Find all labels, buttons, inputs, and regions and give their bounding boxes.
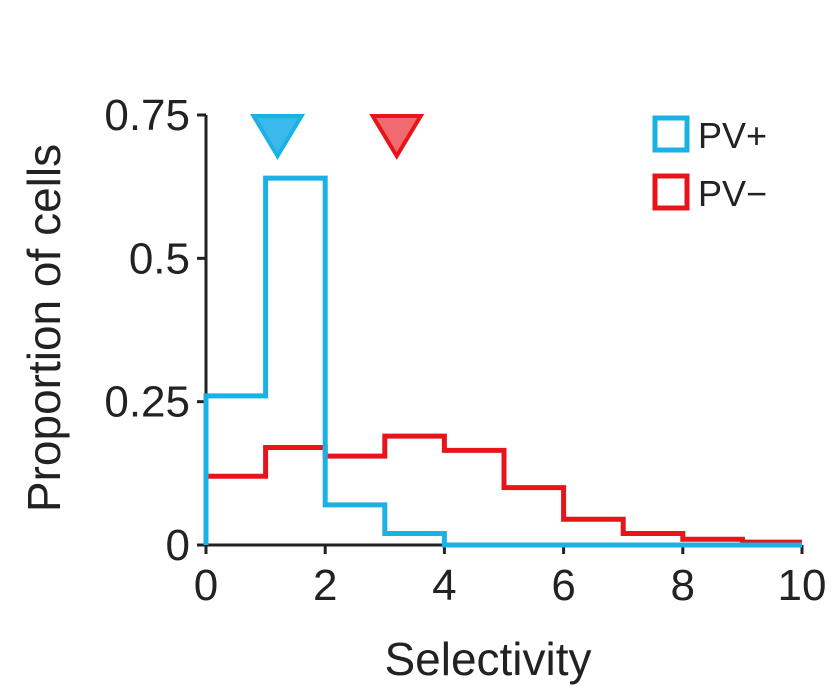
y-tick-label: 0.5	[129, 234, 190, 283]
y-tick-label: 0.25	[104, 378, 190, 427]
y-tick-label: 0.75	[104, 91, 190, 140]
legend-label-pv-plus: PV+	[698, 115, 767, 156]
legend-swatch-pv-minus	[652, 173, 690, 211]
x-tick-label: 6	[551, 561, 575, 610]
legend-label-pv-minus: PV−	[698, 173, 767, 214]
x-tick-label: 0	[194, 561, 218, 610]
x-tick-label: 2	[313, 561, 337, 610]
y-ticks: 0 0.25 0.5 0.75	[104, 91, 206, 570]
median-marker-pv-minus	[369, 114, 425, 160]
y-tick-label: 0	[166, 521, 190, 570]
x-tick-label: 8	[671, 561, 695, 610]
median-marker-pv-plus	[249, 114, 306, 160]
x-tick-label: 10	[778, 561, 827, 610]
series-step-pv-plus	[203, 175, 802, 548]
x-axis-title: Selectivity	[384, 633, 591, 685]
x-tick-label: 4	[432, 561, 456, 610]
series-step-pv-minus	[203, 433, 802, 545]
y-axis-title: Proportion of cells	[18, 144, 70, 512]
legend: PV+ PV−	[652, 115, 767, 214]
series-layer	[203, 175, 802, 548]
x-ticks: 0 2 4 6 8 10	[194, 545, 827, 610]
median-markers	[249, 114, 425, 160]
legend-swatch-pv-plus	[652, 115, 690, 153]
